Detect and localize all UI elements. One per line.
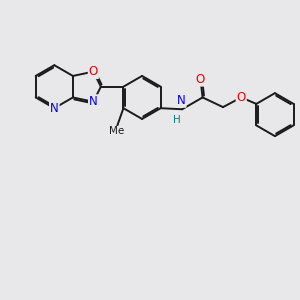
- Text: H: H: [173, 115, 181, 124]
- Text: N: N: [89, 95, 98, 108]
- Text: N: N: [50, 102, 59, 115]
- Text: O: O: [89, 65, 98, 78]
- Text: O: O: [196, 73, 205, 86]
- Text: Me: Me: [110, 127, 124, 136]
- Text: O: O: [237, 91, 246, 104]
- Text: N: N: [177, 94, 186, 107]
